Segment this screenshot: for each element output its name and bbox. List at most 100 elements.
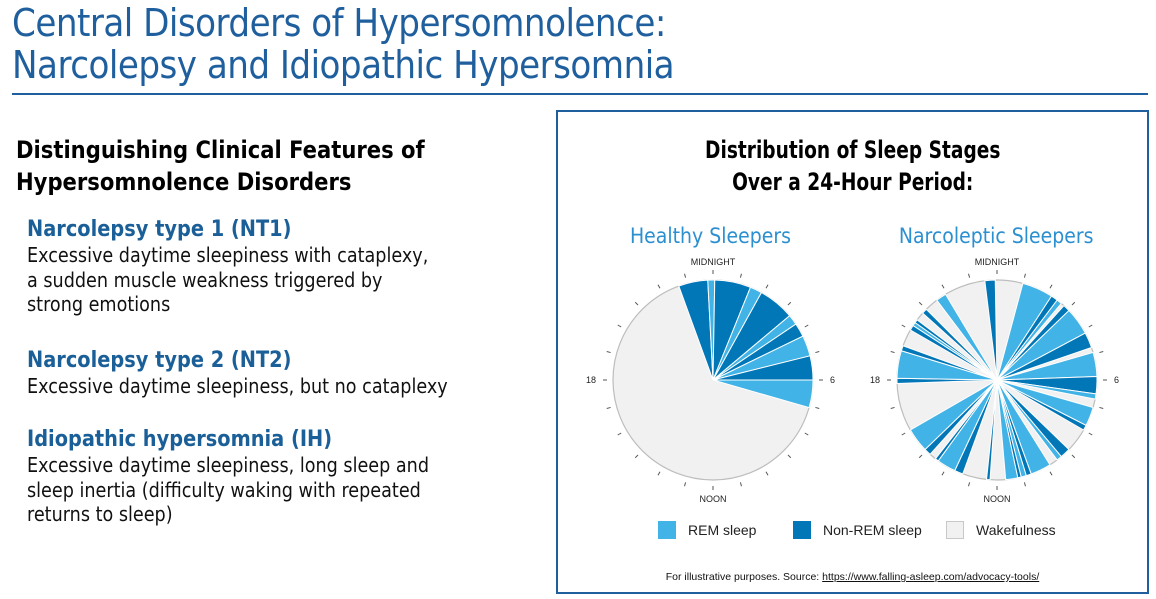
hour-tick xyxy=(890,351,895,354)
rem-segment xyxy=(996,379,1097,400)
feature-desc-line: Excessive daytime sleepiness, long sleep… xyxy=(27,453,429,477)
legend-label: Non-REM sleep xyxy=(823,522,922,538)
rem-segment xyxy=(909,379,998,451)
rem-segment xyxy=(996,379,1019,481)
legend-label: Wakefulness xyxy=(976,522,1056,538)
panel-title: Distribution of Sleep Stages Over a 24-Ho… xyxy=(558,134,1147,198)
feature-desc-line: strong emotions xyxy=(27,292,171,316)
hour-tick xyxy=(1071,454,1076,459)
hour-tick xyxy=(1088,324,1093,328)
section-heading-line-2: Hypersomnolence Disorders xyxy=(16,168,352,196)
legend-nonrem: Non-REM sleep xyxy=(793,521,922,539)
hour-tick xyxy=(634,301,639,306)
hour-tick xyxy=(804,432,809,436)
clock-label-left: 18 xyxy=(870,375,880,385)
source-prefix: For illustrative purposes. Source: xyxy=(665,571,823,583)
source-note: For illustrative purposes. Source: https… xyxy=(558,571,1147,583)
legend: REM sleep Non-REM sleep Wakefulness xyxy=(558,521,1147,545)
feature-desc-line: returns to sleep) xyxy=(27,502,173,526)
hour-tick xyxy=(739,482,742,487)
clock-label-bottom: NOON xyxy=(700,494,727,504)
narcoleptic-subtitle: Narcoleptic Sleepers xyxy=(866,224,1126,248)
clock-label-left: 18 xyxy=(586,375,596,385)
hour-tick xyxy=(901,432,906,436)
page-title: Central Disorders of Hypersomnolence: Na… xyxy=(12,1,675,87)
healthy-subtitle-text: Healthy Sleepers xyxy=(629,224,791,248)
hour-tick xyxy=(787,301,792,306)
rem-segment xyxy=(996,299,1062,381)
title-line-2: Narcolepsy and Idiopathic Hypersomnia xyxy=(12,43,675,87)
hour-tick xyxy=(1023,482,1026,487)
hour-tick xyxy=(787,454,792,459)
rem-segment xyxy=(936,293,998,381)
hour-tick xyxy=(765,471,769,476)
hour-tick xyxy=(890,406,895,409)
hour-tick xyxy=(1071,301,1076,306)
hour-tick xyxy=(684,482,687,487)
hour-tick xyxy=(684,273,687,278)
feature-nt2: Narcolepsy type 2 (NT2) Excessive daytim… xyxy=(27,348,520,399)
feature-title: Narcolepsy type 2 (NT2) xyxy=(27,347,292,373)
legend-rem: REM sleep xyxy=(658,521,756,539)
feature-desc-line: Excessive daytime sleepiness with catapl… xyxy=(27,243,429,267)
hour-tick xyxy=(606,351,611,354)
hour-tick xyxy=(606,406,611,409)
nonrem-swatch xyxy=(793,521,811,539)
clock-label-bottom: NOON xyxy=(984,494,1011,504)
feature-title: Narcolepsy type 1 (NT1) xyxy=(27,217,292,242)
hour-tick xyxy=(617,324,622,328)
hour-tick xyxy=(634,454,639,459)
hour-tick xyxy=(1023,273,1026,278)
title-divider xyxy=(12,93,1148,95)
healthy-subtitle: Healthy Sleepers xyxy=(580,224,840,248)
hour-tick xyxy=(657,284,661,289)
hour-tick xyxy=(968,482,971,487)
title-line-1: Central Disorders of Hypersomnolence: xyxy=(12,1,666,45)
hour-tick xyxy=(765,284,769,289)
rem-swatch xyxy=(658,521,676,539)
hour-tick xyxy=(918,301,923,306)
hour-tick xyxy=(941,284,945,289)
section-heading: Distinguishing Clinical Features of Hype… xyxy=(16,134,509,198)
healthy-sleepers-pie: MIDNIGHT NOON 6 18 xyxy=(586,257,835,504)
nonrem-segment xyxy=(921,308,998,381)
hour-tick xyxy=(941,471,945,476)
nonrem-segment xyxy=(900,345,998,381)
feature-desc-line: sleep inertia (difficulty waking with re… xyxy=(27,477,421,502)
hour-tick xyxy=(617,432,622,436)
panel-title-line-1: Distribution of Sleep Stages xyxy=(704,136,1001,164)
nonrem-segment xyxy=(996,332,1093,381)
rem-segment xyxy=(996,379,1062,461)
feature-title: Idiopathic hypersomnia (IH) xyxy=(27,427,333,452)
sleep-stages-panel: Distribution of Sleep Stages Over a 24-Ho… xyxy=(556,110,1149,594)
nonrem-segment xyxy=(996,379,1087,431)
hour-tick xyxy=(804,324,809,328)
source-link[interactable]: https://www.falling-asleep.com/advocacy-… xyxy=(822,571,1040,583)
section-heading-line-1: Distinguishing Clinical Features of xyxy=(16,136,425,164)
panel-title-line-2: Over a 24-Hour Period: xyxy=(731,168,974,196)
narcoleptic-subtitle-text: Narcoleptic Sleepers xyxy=(898,224,1094,248)
hour-tick xyxy=(1099,406,1104,409)
feature-ih: Idiopathic hypersomnia (IH) Excessive da… xyxy=(27,427,520,527)
feature-nt1: Narcolepsy type 1 (NT1) Excessive daytim… xyxy=(27,217,520,317)
hour-tick xyxy=(901,324,906,328)
hour-tick xyxy=(968,273,971,278)
nonrem-segment xyxy=(985,379,998,481)
feature-desc-line: Excessive daytime sleepiness, but no cat… xyxy=(27,373,448,398)
clock-label-top: MIDNIGHT xyxy=(975,257,1020,267)
nonrem-segment xyxy=(914,319,998,381)
rem-segment xyxy=(712,379,814,409)
hour-tick xyxy=(739,273,742,278)
hour-tick xyxy=(1049,471,1053,476)
legend-wake: Wakefulness xyxy=(946,521,1056,539)
nonrem-segment xyxy=(934,379,998,462)
hour-tick xyxy=(1088,432,1093,436)
hour-tick xyxy=(918,454,923,459)
hour-tick xyxy=(815,406,820,409)
hour-tick xyxy=(657,471,661,476)
clock-label-top: MIDNIGHT xyxy=(691,257,736,267)
nonrem-segment xyxy=(984,279,998,381)
legend-label: REM sleep xyxy=(688,522,757,538)
clinical-features-section: Distinguishing Clinical Features of Hype… xyxy=(16,134,536,527)
hour-tick xyxy=(815,351,820,354)
